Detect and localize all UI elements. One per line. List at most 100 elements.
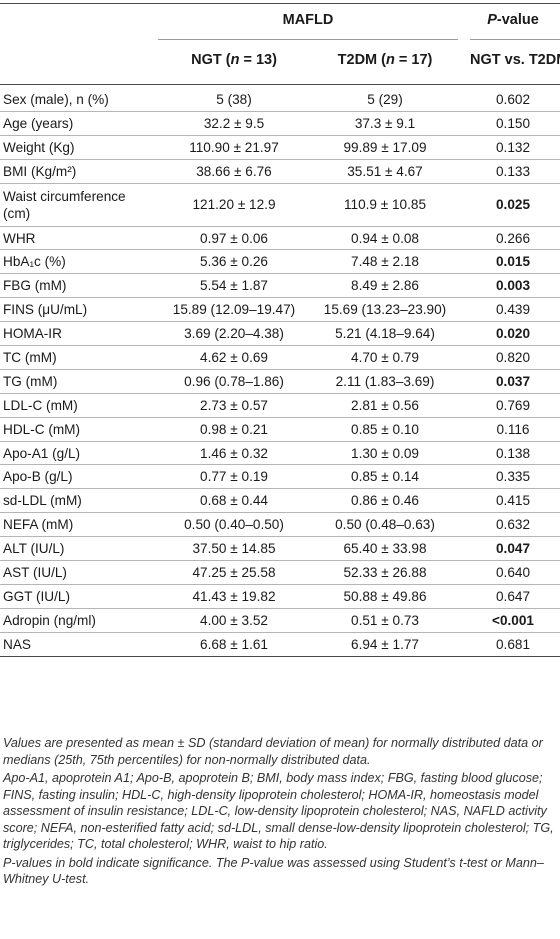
row-label: HDL-C (mM)	[3, 421, 81, 437]
t2dm-value: 110.9 ± 10.85	[343, 197, 427, 213]
ngt-value: 6.68 ± 1.61	[200, 636, 268, 652]
t2dm-value: 5.21 (4.18–9.64)	[335, 326, 435, 342]
p-value: 0.266	[495, 230, 531, 246]
table-row: Weight (Kg) 110.90 ± 21.97 99.89 ± 17.09 0.…	[0, 136, 560, 160]
table-row: HOMA-IR 3.69 (2.20–4.38) 5.21 (4.18–9.64) 0…	[0, 322, 560, 347]
group-header-mafld: MAFLD	[282, 12, 334, 28]
t2dm-value: 0.50 (0.48–0.63)	[335, 517, 435, 533]
table-row: FBG (mM) 5.54 ± 1.87 8.49 ± 2.86 0.003	[0, 274, 560, 299]
table-row: AST (IU/L) 47.25 ± 25.58 52.33 ± 26.88 0.64…	[0, 561, 560, 585]
row-label: ALT (IU/L)	[3, 541, 65, 557]
row-label: Apo-A1 (g/L)	[3, 445, 81, 461]
t2dm-value: 2.11 (1.83–3.69)	[335, 373, 435, 389]
pvalue-underline	[470, 39, 560, 40]
table-row: Waist circumference (cm) 121.20 ± 12.9 110…	[0, 184, 560, 227]
ngt-value: 37.50 ± 14.85	[192, 541, 276, 557]
table-row: Sex (male), n (%) 5 (38) 5 (29) 0.602	[0, 88, 560, 112]
row-label: Adropin (ng/ml)	[3, 612, 96, 628]
ngt-value: 2.73 ± 0.57	[200, 397, 268, 413]
row-label: LDL-C (mM)	[3, 397, 78, 413]
pvalue-header: P-value	[487, 12, 539, 28]
row-label: TG (mM)	[3, 373, 58, 389]
table-row: Apo-B (g/L) 0.77 ± 0.19 0.85 ± 0.14 0.335	[0, 465, 560, 490]
row-label: AST (IU/L)	[3, 564, 67, 580]
p-value: 0.025	[495, 197, 531, 213]
p-value: 0.647	[495, 588, 531, 604]
row-label: FBG (mM)	[3, 278, 67, 294]
table-row: Apo-A1 (g/L) 1.46 ± 0.32 1.30 ± 0.09 0.138	[0, 442, 560, 466]
ngt-value: 3.69 (2.20–4.38)	[184, 326, 284, 342]
table-row: ALT (IU/L) 37.50 ± 14.85 65.40 ± 33.98 0.04…	[0, 537, 560, 562]
ngt-value: 41.43 ± 19.82	[192, 588, 276, 604]
table-row: TC (mM) 4.62 ± 0.69 4.70 ± 0.79 0.820	[0, 346, 560, 370]
row-label: Weight (Kg)	[3, 139, 75, 155]
p-value: 0.020	[495, 326, 531, 342]
header-bottom-rule	[0, 84, 560, 85]
p-value: 0.632	[495, 517, 531, 533]
ngt-value: 5.54 ± 1.87	[200, 278, 268, 294]
p-value: 0.003	[495, 278, 531, 294]
row-label: WHR	[3, 230, 36, 246]
t2dm-value: 52.33 ± 26.88	[343, 564, 427, 580]
footnote-values: Values are presented as mean ± SD (stand…	[3, 736, 543, 767]
t2dm-value: 50.88 ± 49.86	[343, 588, 427, 604]
table-row: BMI (Kg/m²) 38.66 ± 6.76 35.51 ± 4.67 0.133	[0, 160, 560, 184]
p-value: <0.001	[492, 612, 534, 628]
p-value: 0.640	[495, 564, 531, 580]
p-value: 0.116	[496, 421, 530, 437]
table-row: HDL-C (mM) 0.98 ± 0.21 0.85 ± 0.10 0.116	[0, 418, 560, 442]
ngt-value: 0.96 (0.78–1.86)	[184, 373, 284, 389]
table-row: LDL-C (mM) 2.73 ± 0.57 2.81 ± 0.56 0.769	[0, 394, 560, 418]
p-value: 0.138	[495, 445, 531, 461]
row-label: HbA₁c (%)	[3, 254, 66, 270]
ngt-value: 47.25 ± 25.58	[192, 564, 276, 580]
t2dm-value: 15.69 (13.23–23.90)	[323, 302, 447, 318]
footnote-abbreviations: Apo-A1, apoprotein A1; Apo-B, apoprotein…	[3, 771, 554, 851]
table-row: FINS (μU/mL) 15.89 (12.09–19.47) 15.69 (13…	[0, 298, 560, 323]
t2dm-value: 4.70 ± 0.79	[351, 349, 419, 365]
ngt-value: 0.98 ± 0.21	[200, 421, 268, 437]
t2dm-value: 65.40 ± 33.98	[343, 541, 427, 557]
t2dm-value: 0.85 ± 0.10	[351, 421, 419, 437]
t2dm-column-header: T2DM (n = 17)	[337, 52, 433, 68]
ngt-value: 110.90 ± 21.97	[189, 139, 279, 155]
p-value: 0.602	[495, 91, 531, 107]
table-footnotes: Values are presented as mean ± SD (stand…	[3, 735, 555, 890]
row-label: TC (mM)	[3, 349, 57, 365]
row-label: Sex (male), n (%)	[3, 91, 109, 107]
p-value: 0.037	[495, 373, 531, 389]
ngt-value: 4.62 ± 0.69	[200, 349, 268, 365]
t2dm-value: 0.94 ± 0.08	[351, 230, 419, 246]
table-row: GGT (IU/L) 41.43 ± 19.82 50.88 ± 49.86 0.64…	[0, 585, 560, 609]
row-label: HOMA-IR	[3, 326, 62, 342]
t2dm-value: 35.51 ± 4.67	[347, 163, 423, 179]
table-row: sd-LDL (mM) 0.68 ± 0.44 0.86 ± 0.46 0.415	[0, 489, 560, 514]
table-row: NEFA (mM) 0.50 (0.40–0.50) 0.50 (0.48–0.63…	[0, 513, 560, 538]
table-row: HbA₁c (%) 5.36 ± 0.26 7.48 ± 2.18 0.015	[0, 250, 560, 275]
table-row: WHR 0.97 ± 0.06 0.94 ± 0.08 0.266	[0, 227, 560, 251]
row-label: NEFA (mM)	[3, 517, 74, 533]
t2dm-value: 6.94 ± 1.77	[351, 636, 419, 652]
table-row: Adropin (ng/ml) 4.00 ± 3.52 0.51 ± 0.73 <0.…	[0, 609, 560, 633]
t2dm-value: 99.89 ± 17.09	[343, 139, 427, 155]
p-value: 0.769	[495, 397, 531, 413]
table-row: NAS 6.68 ± 1.61 6.94 ± 1.77 0.681	[0, 633, 560, 657]
row-label: GGT (IU/L)	[3, 588, 70, 604]
ngt-value: 0.97 ± 0.06	[200, 230, 268, 246]
table-row: Age (years) 32.2 ± 9.5 37.3 ± 9.1 0.150	[0, 112, 560, 136]
p-value: 0.047	[495, 541, 531, 557]
row-label: BMI (Kg/m²)	[3, 163, 77, 179]
ngt-value: 4.00 ± 3.52	[200, 612, 268, 628]
p-value: 0.681	[495, 636, 531, 652]
footnote-significance: P-values in bold indicate significance. …	[3, 855, 544, 887]
p-value: 0.133	[495, 163, 531, 179]
ngt-value: 5 (38)	[216, 91, 252, 107]
table-row: TG (mM) 0.96 (0.78–1.86) 2.11 (1.83–3.69) 0…	[0, 370, 560, 394]
t2dm-value: 7.48 ± 2.18	[351, 254, 419, 270]
row-label: sd-LDL (mM)	[3, 493, 82, 509]
t2dm-value: 37.3 ± 9.1	[354, 115, 416, 131]
row-label: Age (years)	[3, 115, 74, 131]
t2dm-value: 8.49 ± 2.86	[351, 278, 419, 294]
table-top-rule	[0, 3, 560, 4]
